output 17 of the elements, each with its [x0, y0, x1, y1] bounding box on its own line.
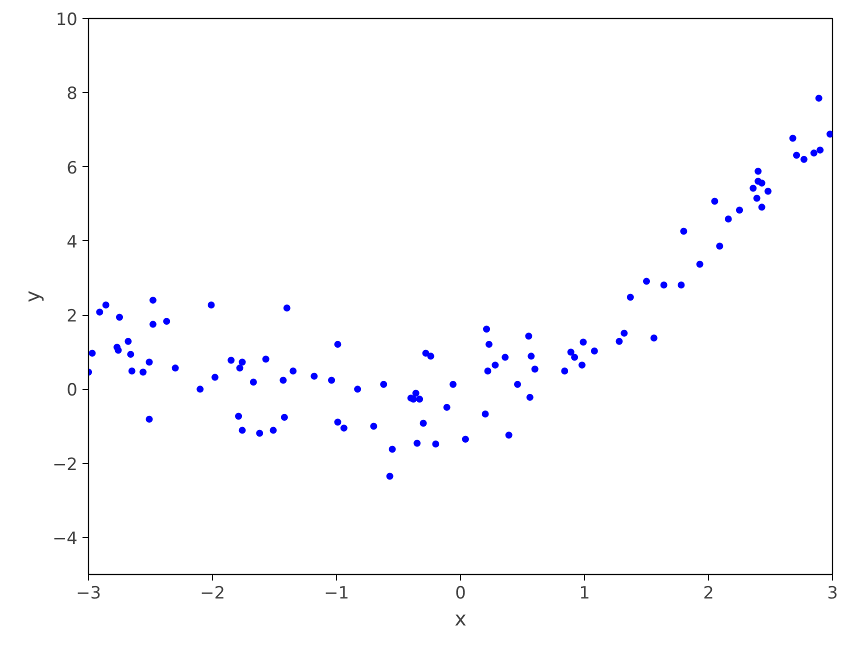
y-tick-label: 6 — [66, 158, 78, 178]
y-tick-label: 2 — [66, 306, 78, 327]
y-tick-label: −2 — [52, 454, 78, 475]
y-tick-label: 4 — [66, 232, 78, 252]
y-axis-title: y — [20, 290, 44, 302]
x-tick-label: −2 — [200, 584, 226, 604]
y-tick-label: 8 — [66, 84, 78, 104]
y-tick-label: 10 — [56, 10, 78, 30]
y-tick-label: −4 — [52, 528, 78, 549]
x-tick-label: 2 — [703, 584, 714, 604]
y-tick-label: 0 — [66, 380, 78, 401]
x-tick-label: 3 — [827, 584, 838, 604]
x-tick-label: −3 — [76, 584, 102, 604]
x-tick-label: 1 — [579, 584, 590, 604]
x-tick-label: 0 — [455, 584, 466, 604]
x-tick-label: −1 — [324, 584, 350, 604]
x-axis-title: x — [454, 606, 467, 630]
